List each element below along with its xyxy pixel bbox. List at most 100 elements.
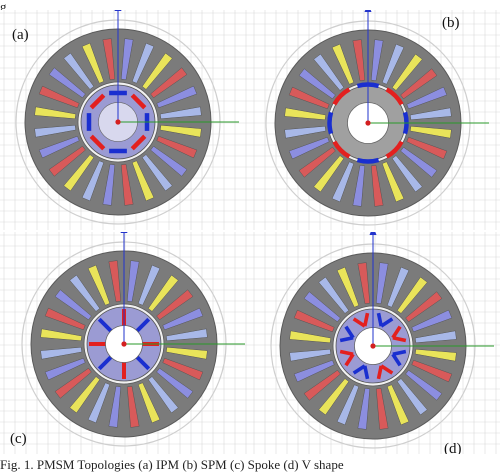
stator-slot-winding [357, 262, 371, 305]
permanent-magnet [352, 364, 366, 375]
stator-slots [40, 260, 208, 428]
origin-dot [365, 120, 371, 126]
permanent-magnet [130, 134, 147, 151]
permanent-magnet [89, 93, 106, 110]
stator-slot-winding [352, 39, 366, 82]
z-axis-arrow-icon [120, 232, 128, 233]
stator-slot-winding [414, 330, 457, 344]
permanent-magnet [97, 355, 113, 371]
coordinate-axes [120, 232, 245, 347]
stator-slot-winding [108, 260, 122, 303]
stator-slot-winding [336, 384, 360, 426]
stator-slots [34, 38, 202, 206]
surface-magnet [385, 140, 404, 159]
stator-slot-winding [69, 376, 101, 414]
panel-d-label: (d) [444, 441, 462, 455]
stator-slot-winding [318, 378, 350, 416]
stator-slot-winding [391, 53, 423, 91]
stator-slot-winding [293, 359, 335, 383]
origin-dot [121, 341, 127, 347]
z-axis-arrow-icon [369, 232, 377, 235]
permanent-magnet [391, 353, 402, 367]
stator-slot-winding [386, 384, 410, 426]
permanent-magnet [130, 93, 147, 110]
stator-slot-winding [69, 274, 101, 312]
permanent-magnet [89, 134, 106, 151]
stator-slot-winding [102, 38, 116, 81]
stator-slot-winding [126, 260, 140, 303]
stator-slot-winding [48, 145, 86, 177]
stator-slot-winding [102, 163, 116, 206]
stator-slot-winding [40, 346, 83, 360]
stator-slot-winding [391, 155, 423, 193]
z-axis-arrow-icon [114, 10, 122, 11]
stator-slot-winding [38, 85, 80, 109]
stator-slot-winding [381, 43, 405, 85]
stator-slot-winding [34, 124, 77, 138]
permanent-magnet [363, 365, 370, 380]
panel-a-label: (a) [12, 27, 29, 43]
stator-slot-winding [81, 160, 105, 202]
stator-slot-winding [165, 346, 208, 360]
surface-magnet [332, 87, 351, 106]
surface-magnet [327, 111, 334, 135]
stator-slots [284, 39, 452, 207]
permanent-magnet [135, 317, 151, 333]
permanent-magnet [344, 325, 355, 339]
stator-slot-winding [303, 369, 341, 401]
panel-d-v-shape: (d) [250, 232, 500, 454]
stator-slot-winding [331, 43, 355, 85]
stator-slot-winding [147, 376, 179, 414]
stator-slot-winding [405, 291, 443, 323]
coordinate-axes [364, 10, 489, 126]
stator-slot-winding [38, 135, 80, 159]
stator-slot-winding [411, 309, 453, 333]
stator-slot-winding [318, 276, 350, 314]
stator-slot-winding [81, 42, 105, 84]
stator-slots [289, 262, 457, 430]
stator-slot-winding [141, 154, 173, 192]
stator-slot-winding [87, 382, 111, 424]
stator-slot-winding [289, 348, 332, 362]
stator-slot-winding [63, 52, 95, 90]
stator-slot-winding [147, 274, 179, 312]
stator-slot-winding [87, 264, 111, 306]
stator-slot-winding [406, 86, 448, 110]
permanent-magnet [97, 317, 113, 333]
stator-slot-winding [298, 146, 336, 178]
stator-slot-winding [284, 107, 327, 121]
stator-slot-winding [313, 155, 345, 193]
figure-caption: Fig. 1. PMSM Topologies (a) IPM (b) SPM … [0, 457, 344, 472]
permanent-magnet [376, 365, 383, 380]
v-shape-motor-cross-section [250, 232, 500, 454]
stator-slot-winding [131, 42, 155, 84]
stator-slot-winding [336, 266, 360, 308]
stator-slot-winding [108, 385, 122, 428]
surface-magnet [332, 140, 351, 159]
stator-slot-winding [409, 107, 452, 121]
stator-slot-winding [150, 145, 188, 177]
stator-slot-winding [54, 289, 92, 321]
stator-slot-winding [48, 67, 86, 99]
origin-dot [370, 343, 376, 349]
stator-slot-winding [370, 164, 384, 207]
stator-slot-winding [411, 359, 453, 383]
permanent-magnet [392, 349, 407, 356]
permanent-magnet [135, 355, 151, 371]
stator-slot-winding [159, 106, 202, 120]
surface-magnet [356, 157, 380, 164]
stator-slot-winding [156, 85, 198, 109]
permanent-magnet [339, 349, 354, 356]
stator-slot-winding [120, 38, 134, 81]
z-axis-arrow-icon [364, 10, 372, 12]
cropped-top-text: g [0, 0, 7, 14]
stator-slot-winding [40, 328, 83, 342]
stator-slot-winding [137, 264, 161, 306]
stator-slot-winding [156, 135, 198, 159]
stator-slot-winding [386, 266, 410, 308]
stator-slot-winding [289, 330, 332, 344]
coordinate-axes [369, 232, 494, 349]
permanent-magnet [352, 317, 366, 328]
stator-slot-winding [165, 328, 208, 342]
